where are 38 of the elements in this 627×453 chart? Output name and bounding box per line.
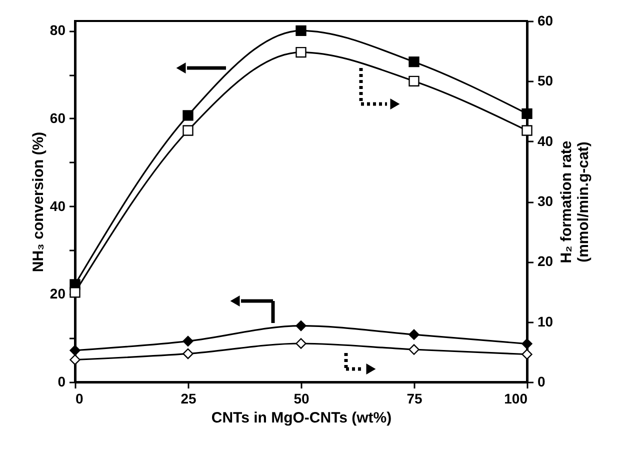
x-axis-title: CNTs in MgO-CNTs (wt%) — [211, 410, 392, 426]
y-tick-label: 40 — [50, 198, 66, 214]
y-tick-label: 20 — [50, 286, 66, 302]
point — [408, 344, 420, 355]
y2-tick-label: 50 — [538, 72, 554, 89]
point — [182, 125, 194, 136]
y2-tick-label: 40 — [538, 132, 554, 149]
point — [70, 354, 80, 366]
point — [182, 110, 194, 121]
point — [296, 320, 306, 332]
y-tick-label: 80 — [50, 22, 66, 38]
point — [522, 338, 532, 350]
y2-tick-label: 10 — [538, 313, 554, 330]
y-tick-label: 0 — [58, 374, 66, 390]
y2-tick-label: 0 — [538, 374, 546, 390]
point — [296, 25, 306, 36]
y2-tick-label: 60 — [538, 12, 554, 28]
y2-tick-label: 20 — [538, 253, 554, 270]
point — [408, 76, 420, 87]
point — [70, 345, 80, 356]
point — [522, 348, 532, 360]
point — [522, 125, 532, 136]
y2-axis-title: H₂ formation rate (mmol/min.g-cat) — [558, 140, 592, 264]
x-tick-label: 25 — [180, 390, 196, 406]
point — [296, 46, 306, 58]
y-tick-label: 60 — [50, 110, 66, 126]
y-axis-title: NH₃ conversion (%) — [30, 132, 47, 272]
y2-tick-label: 30 — [538, 193, 554, 209]
point — [408, 56, 420, 68]
x-tick-label: 0 — [76, 390, 84, 406]
point — [182, 348, 194, 360]
x-tick-label: 100 — [504, 390, 528, 406]
point — [408, 329, 420, 340]
point — [296, 338, 306, 349]
point — [522, 108, 532, 120]
point — [182, 336, 194, 346]
x-tick-label: 50 — [294, 390, 310, 406]
x-tick-label: 75 — [406, 390, 422, 406]
